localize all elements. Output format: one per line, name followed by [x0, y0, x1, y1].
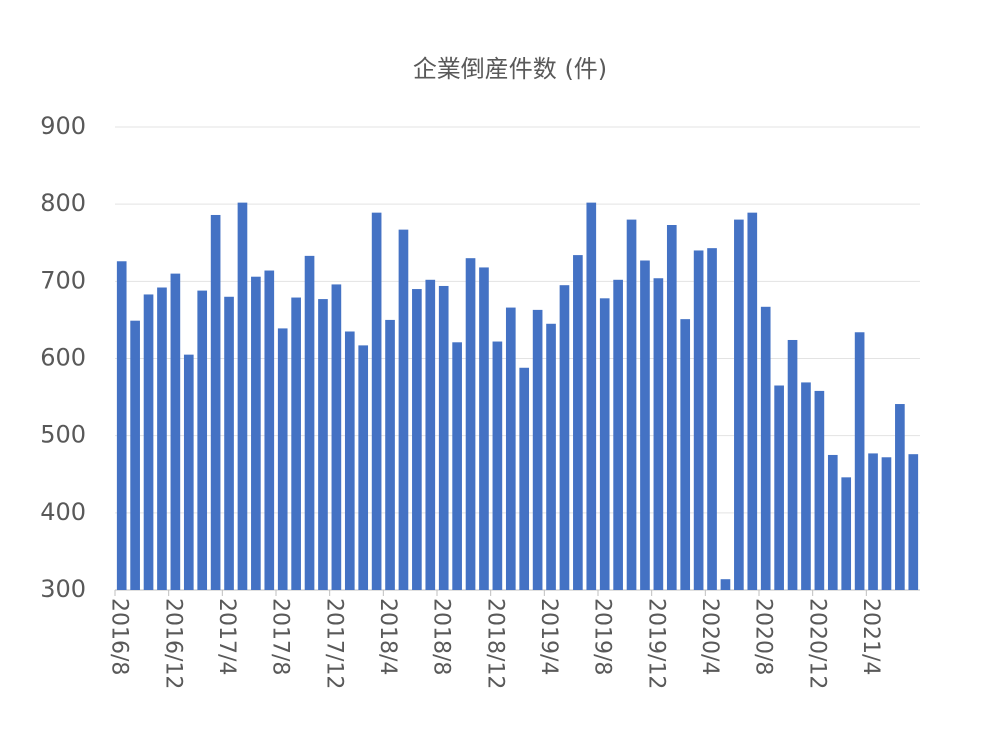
bar	[492, 341, 503, 590]
bar	[680, 319, 691, 590]
bar	[157, 287, 167, 590]
bar	[452, 342, 462, 590]
bar	[760, 306, 771, 590]
x-tick-label: 2016/8	[107, 598, 132, 675]
bar	[210, 214, 221, 590]
bar	[264, 270, 275, 590]
y-tick-label: 500	[40, 421, 86, 449]
bar	[224, 296, 234, 590]
bar	[438, 285, 449, 590]
bar	[626, 219, 637, 590]
bar	[801, 382, 811, 590]
bar	[170, 273, 181, 590]
bar	[546, 323, 556, 590]
chart-title: 企業倒産件数 (件)	[413, 55, 607, 83]
bar	[854, 332, 865, 590]
x-tick-label: 2021/4	[858, 598, 883, 675]
bar	[653, 278, 664, 590]
y-tick-label: 900	[40, 112, 86, 140]
x-tick-label: 2017/12	[321, 598, 346, 689]
bar	[116, 261, 127, 590]
bar	[895, 404, 905, 590]
bar	[908, 454, 919, 590]
bar	[707, 248, 717, 590]
bar	[774, 385, 784, 590]
bar	[814, 390, 825, 590]
bar	[358, 345, 369, 590]
bar	[599, 298, 610, 590]
y-tick-label: 400	[40, 498, 86, 526]
bar	[412, 289, 422, 590]
x-tick-label: 2019/4	[536, 598, 561, 675]
bar	[479, 267, 489, 590]
x-tick-label: 2020/8	[751, 598, 776, 675]
bar	[734, 219, 744, 590]
bar	[787, 339, 798, 590]
bar	[868, 453, 878, 590]
bar	[398, 229, 409, 591]
bar	[183, 354, 194, 590]
bar	[425, 279, 436, 590]
x-tick-label: 2019/12	[643, 598, 668, 689]
x-tick-label: 2019/8	[590, 598, 615, 675]
x-tick-label: 2017/8	[268, 598, 293, 675]
bar	[371, 212, 382, 590]
bar	[573, 255, 583, 590]
bar	[130, 320, 140, 590]
bar	[291, 297, 301, 590]
bar	[666, 225, 677, 591]
bar	[841, 477, 852, 590]
bar	[613, 279, 623, 590]
bar	[465, 258, 476, 590]
bar	[277, 328, 288, 590]
bar	[519, 367, 530, 590]
x-tick-label: 2017/4	[214, 598, 239, 675]
x-tick-label: 2020/12	[804, 598, 829, 689]
bar	[693, 250, 704, 590]
bar	[251, 276, 261, 590]
x-tick-label: 2018/12	[482, 598, 507, 689]
bar	[586, 202, 597, 590]
bar	[344, 331, 355, 590]
x-tick-label: 2018/8	[429, 598, 454, 675]
bar	[827, 454, 838, 590]
y-tick-label: 700	[40, 266, 86, 294]
bar	[385, 319, 395, 590]
bar	[237, 202, 248, 590]
x-tick-label: 2018/4	[375, 598, 400, 675]
bar	[747, 212, 758, 590]
bar	[720, 579, 731, 590]
bar	[640, 260, 650, 590]
y-tick-label: 300	[40, 575, 86, 603]
bar	[881, 457, 892, 590]
bar	[304, 255, 315, 590]
bar	[331, 284, 342, 590]
bar	[505, 307, 516, 590]
bar	[197, 290, 208, 590]
y-tick-label: 800	[40, 189, 86, 217]
bar	[559, 285, 570, 590]
y-tick-label: 600	[40, 344, 86, 372]
bar	[318, 299, 328, 590]
x-tick-label: 2020/4	[697, 598, 722, 675]
x-tick-label: 2016/12	[160, 598, 185, 689]
bar	[532, 309, 543, 590]
bar	[143, 294, 154, 590]
